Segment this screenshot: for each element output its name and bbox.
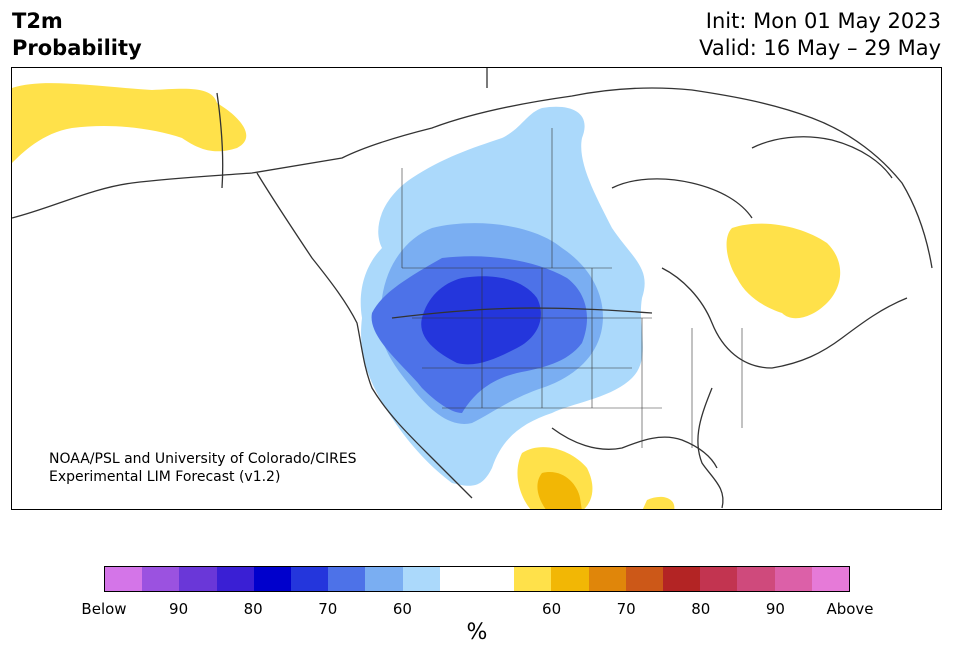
above-60-alaska xyxy=(12,83,247,163)
map-canvas xyxy=(12,68,933,509)
colorbar-segment xyxy=(551,567,589,591)
init-date: Init: Mon 01 May 2023 xyxy=(705,9,941,33)
colorbar-segment xyxy=(402,567,440,591)
forecast-map xyxy=(11,67,942,510)
colorbar-tick-label: 70 xyxy=(616,600,636,618)
below-normal-shading xyxy=(360,106,645,486)
colorbar-segment xyxy=(700,567,738,591)
colorbar-segment xyxy=(253,567,292,591)
above-70-mexico xyxy=(537,472,582,509)
title-line-1: T2m xyxy=(12,9,63,33)
colorbar-segment xyxy=(439,567,478,591)
credit-text: NOAA/PSL and University of Colorado/CIRE… xyxy=(49,450,357,486)
colorbar-segment xyxy=(105,567,143,591)
colorbar-tick-label: 70 xyxy=(318,600,338,618)
colorbar-segment xyxy=(291,567,329,591)
colorbar-segment xyxy=(216,567,254,591)
colorbar-segment xyxy=(514,567,552,591)
colorbar-segment xyxy=(625,567,664,591)
below-90-region xyxy=(421,276,541,365)
above-60-northeast xyxy=(726,223,841,319)
colorbar-tick-label: 90 xyxy=(169,600,189,618)
colorbar-segment xyxy=(588,567,626,591)
above-normal-shading xyxy=(12,83,841,509)
colorbar-tick-label: 80 xyxy=(691,600,711,618)
colorbar-segment xyxy=(328,567,366,591)
colorbar-segment xyxy=(365,567,403,591)
above-60-caribbean xyxy=(642,496,675,509)
probability-colorbar xyxy=(104,566,850,592)
colorbar-tick-label: Above xyxy=(826,600,874,618)
credit-line-1: NOAA/PSL and University of Colorado/CIRE… xyxy=(49,451,357,467)
map-title: T2m Probability xyxy=(12,8,142,62)
colorbar-tick-label: 90 xyxy=(765,600,785,618)
colorbar-tick-label: 60 xyxy=(392,600,412,618)
colorbar-segment xyxy=(811,567,850,591)
title-line-2: Probability xyxy=(12,36,142,60)
colorbar-segment xyxy=(477,567,515,591)
colorbar-tick-label: 80 xyxy=(243,600,263,618)
forecast-dates: Init: Mon 01 May 2023 Valid: 16 May – 29… xyxy=(699,8,941,62)
colorbar-tick-label: Below xyxy=(81,600,127,618)
colorbar-units: % xyxy=(466,620,488,645)
colorbar-segment xyxy=(774,567,812,591)
colorbar-segment xyxy=(737,567,775,591)
colorbar-segment xyxy=(663,567,701,591)
coastlines xyxy=(12,68,933,509)
colorbar-segment xyxy=(142,567,180,591)
credit-line-2: Experimental LIM Forecast (v1.2) xyxy=(49,469,281,485)
state-borders xyxy=(401,128,743,448)
valid-range: Valid: 16 May – 29 May xyxy=(699,36,941,60)
colorbar-segment xyxy=(179,567,217,591)
colorbar-tick-label: 60 xyxy=(542,600,562,618)
